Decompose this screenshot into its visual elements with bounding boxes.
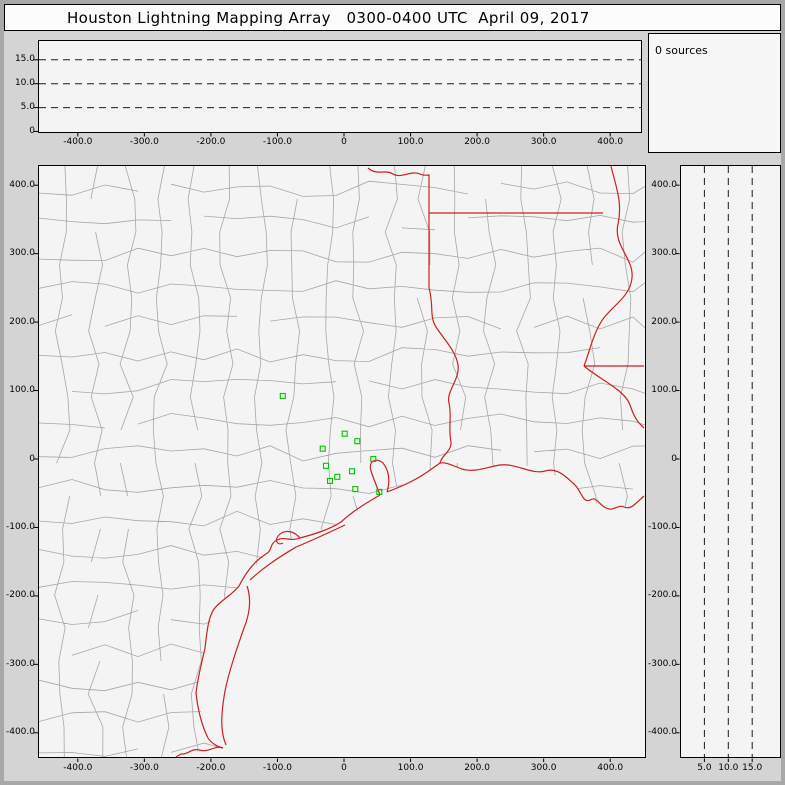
sources-panel: 0 sources — [648, 33, 781, 153]
tick-label: 100.0 — [9, 385, 35, 396]
lma-station-marker — [341, 430, 348, 437]
lma-station-marker — [334, 473, 341, 480]
tick-label: 0 — [341, 137, 347, 147]
tick-label: -200.0 — [5, 590, 35, 601]
tick-label: 300.0 — [651, 248, 677, 259]
tick-label: -300.0 — [129, 763, 159, 773]
state-borders — [367, 166, 645, 464]
tick-label: 400.0 — [597, 763, 624, 773]
tick-label: -400.0 — [647, 727, 677, 738]
map-plot — [39, 166, 645, 757]
tick-label: 400.0 — [597, 137, 624, 147]
tick-label: -200.0 — [196, 763, 226, 773]
tick-label: -200.0 — [196, 137, 226, 147]
mississippi-river-lower — [583, 365, 645, 429]
tick-label: 100.0 — [397, 763, 424, 773]
tick-label: 100.0 — [397, 137, 424, 147]
bolivar-peninsula — [386, 462, 441, 493]
tick-label: 100.0 — [651, 385, 677, 396]
tick-label: 200.0 — [464, 137, 490, 147]
tick-label: -100.0 — [5, 521, 35, 532]
tick-label: 10.0 — [718, 763, 739, 773]
county-lines-path — [39, 166, 645, 757]
tick-label: 200.0 — [9, 316, 35, 327]
tick-label: -100.0 — [262, 137, 292, 147]
tick-label: 200.0 — [651, 316, 677, 327]
tick-label: -400.0 — [5, 727, 35, 738]
tick-label: -200.0 — [647, 590, 677, 601]
alt-vs-ew-plot — [39, 59, 641, 109]
tick-label: 0 — [671, 453, 677, 464]
red-river-tx-ar-border — [367, 167, 430, 213]
tick-label: 200.0 — [464, 763, 490, 773]
tick-label: -300.0 — [129, 137, 159, 147]
tick-label: 0 — [341, 763, 347, 773]
lma-station-marker — [322, 462, 330, 469]
tick-label: 5.0 — [20, 102, 35, 113]
alt-vs-ns-panel — [680, 165, 781, 758]
matagorda-bay-outline — [275, 530, 301, 545]
tick-label: 300.0 — [9, 248, 35, 259]
title-bar: Houston Lightning Mapping Array 0300-040… — [4, 4, 781, 31]
tick-label: 300.0 — [530, 763, 557, 773]
lma-station-marker — [326, 477, 334, 484]
tick-label: -400.0 — [63, 763, 93, 773]
lma-station-marker — [376, 488, 383, 495]
lma-station-marker — [354, 438, 361, 445]
tick-label: -100.0 — [647, 521, 677, 532]
tick-label: -300.0 — [5, 658, 35, 669]
lma-station-marker — [319, 445, 326, 452]
lma-station-marker — [352, 486, 359, 493]
tick-label: 15.0 — [742, 763, 763, 773]
tick-label: -300.0 — [647, 658, 677, 669]
mississippi-river-border — [583, 166, 633, 367]
alt-vs-ns-plot — [703, 166, 753, 757]
texas-coastline — [195, 494, 381, 749]
rio-grande-border — [175, 746, 224, 757]
tick-label: 10.0 — [14, 78, 35, 89]
lma-station-marker — [370, 455, 377, 463]
louisiana-coastline — [439, 462, 645, 510]
tick-label: 0 — [29, 126, 35, 136]
lma-station-marker — [279, 392, 286, 400]
tick-label: -400.0 — [63, 137, 93, 147]
alt-vs-ew-panel — [38, 40, 642, 133]
tick-label: 0 — [29, 453, 35, 464]
padre-island — [221, 585, 251, 746]
tick-label: 5.0 — [697, 763, 712, 773]
map-panel — [38, 165, 646, 758]
tick-label: 300.0 — [530, 137, 557, 147]
stations-group — [279, 392, 383, 495]
matagorda-barrier-island — [249, 524, 346, 581]
page-title: Houston Lightning Mapping Array 0300-040… — [67, 8, 590, 27]
tx-la-sabine-border — [428, 213, 459, 464]
tick-label: 15.0 — [14, 54, 35, 65]
tick-label: -100.0 — [262, 763, 292, 773]
tick-label: 400.0 — [9, 179, 35, 190]
tick-label: 400.0 — [651, 179, 677, 190]
sources-count-label: 0 sources — [655, 44, 708, 57]
coastline — [175, 459, 645, 757]
lma-station-marker — [348, 468, 356, 475]
